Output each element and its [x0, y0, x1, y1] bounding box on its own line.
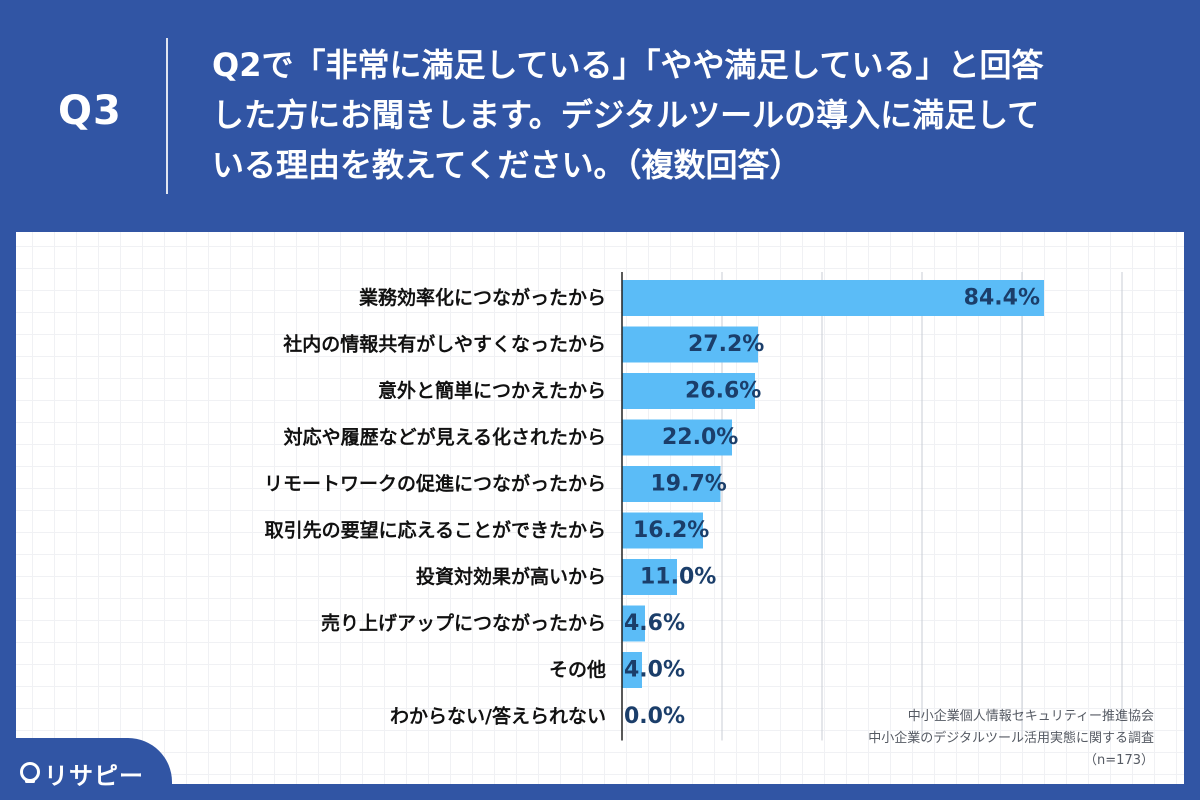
pin-icon — [20, 762, 40, 782]
question-text: Q2で「非常に満足している」「やや満足している」と回答 した方にお聞きします。デ… — [212, 40, 1172, 190]
question-number: Q3 — [58, 88, 122, 134]
value-label: 4.6% — [624, 611, 685, 636]
category-label: 投資対効果が高いから — [416, 565, 606, 588]
category-label: わからない/答えられない — [390, 705, 606, 728]
sample-size: （n=173） — [868, 750, 1154, 772]
category-label: その他 — [549, 658, 606, 681]
header: Q3 Q2で「非常に満足している」「やや満足している」と回答 した方にお聞きしま… — [0, 0, 1200, 232]
value-label: 4.0% — [624, 658, 685, 683]
value-label: 84.4% — [964, 286, 1040, 311]
source-org: 中小企業個人情報セキュリティー推進協会 — [868, 706, 1154, 728]
category-label: 対応や履歴などが見える化されたから — [283, 426, 606, 449]
brand-logo: リサピー — [0, 738, 172, 800]
value-label: 0.0% — [624, 704, 685, 729]
value-label: 16.2% — [633, 518, 709, 543]
category-label: 業務効率化につながったから — [358, 286, 606, 309]
value-label: 11.0% — [640, 565, 716, 590]
chart-panel: 業務効率化につながったから 84.4% 社内の情報共有がしやすくなったから 27.2%… — [16, 232, 1184, 784]
value-label: 27.2% — [688, 332, 764, 357]
bar-chart: 業務効率化につながったから 84.4% 社内の情報共有がしやすくなったから 27.2%… — [16, 232, 1184, 784]
category-label: 社内の情報共有がしやすくなったから — [282, 333, 606, 356]
category-label: リモートワークの促進につながったから — [264, 472, 606, 495]
question-line-1: Q2で「非常に満足している」「やや満足している」と回答 — [212, 40, 1172, 90]
value-label: 19.7% — [651, 472, 727, 497]
question-line-3: いる理由を教えてください。（複数回答） — [212, 140, 1172, 190]
source-note: 中小企業個人情報セキュリティー推進協会 中小企業のデジタルツール活用実態に関する… — [868, 706, 1154, 772]
brand-name: リサピー — [44, 756, 144, 791]
header-divider — [166, 38, 168, 194]
value-label: 26.6% — [685, 379, 761, 404]
source-survey: 中小企業のデジタルツール活用実態に関する調査 — [868, 728, 1154, 750]
value-label: 22.0% — [662, 425, 738, 450]
category-label: 売り上げアップにつながったから — [321, 612, 606, 635]
question-line-2: した方にお聞きします。デジタルツールの導入に満足して — [212, 90, 1172, 140]
category-label: 意外と簡単につかえたから — [378, 379, 606, 402]
category-label: 取引先の要望に応えることができたから — [265, 519, 606, 542]
